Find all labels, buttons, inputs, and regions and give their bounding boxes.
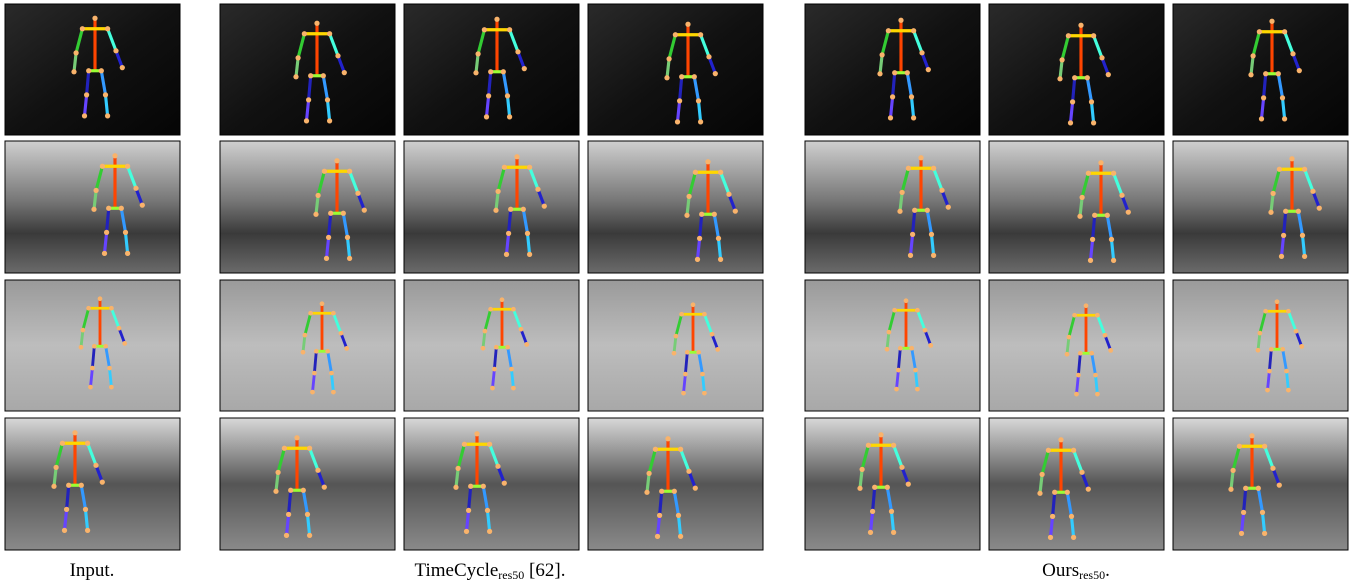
frame-image [804,3,981,136]
frame-image [587,417,764,551]
frame-image [804,279,981,412]
caption-text: Input. [69,560,115,581]
caption-subscript: res50 [498,568,525,582]
frame-image [988,417,1165,551]
frame-image [988,3,1165,136]
frame-image [403,279,580,412]
caption-text: Ours [1042,560,1080,581]
frame-image [988,140,1165,274]
frame-image [403,140,580,274]
frame-image [4,417,181,551]
caption-ours: Oursres50. [1042,560,1110,583]
caption-subscript: res50 [1079,568,1106,582]
frame-image [219,279,396,412]
frame-image [804,140,981,274]
frame-image [1172,279,1349,412]
frame-image [1172,417,1349,551]
figure-grid [4,3,1349,551]
caption-input: Input. [70,560,115,582]
frame-image [403,417,580,551]
frame-image [587,3,764,136]
caption-text: TimeCycle [414,560,499,581]
frame-image [4,140,181,274]
frame-image [1172,140,1349,274]
caption-suffix: [62]. [524,560,566,581]
caption-suffix: . [1105,560,1110,581]
frame-image [587,140,764,274]
caption-timecycle: TimeCycleres50 [62]. [415,560,566,583]
frame-image [219,140,396,274]
